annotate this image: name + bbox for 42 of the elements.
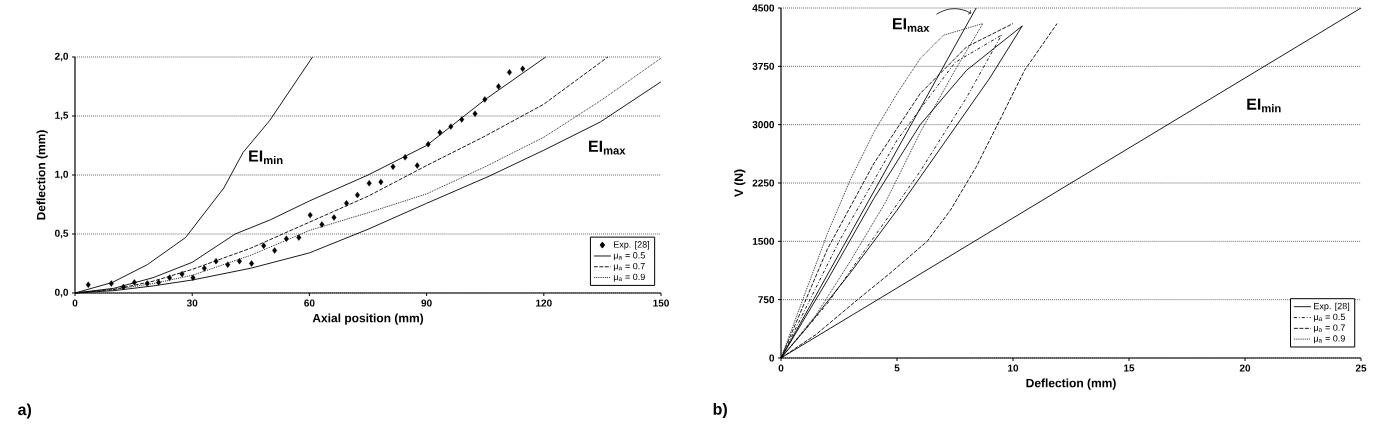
- y-tick-label: 0,5: [54, 229, 69, 239]
- legend-label: μ$_{a}$ = 0.5: [613, 252, 645, 261]
- legend-label: Exp. [28]: [1314, 302, 1350, 312]
- x-tick-label: 120: [536, 299, 552, 307]
- y-axis-title: V (N): [734, 169, 746, 197]
- y-tick-label: 1,5: [55, 111, 69, 121]
- legend-label: μ$_{a}$ = 0.9: [1313, 335, 1345, 344]
- y-tick-label: 3750: [752, 62, 775, 70]
- x-tick-label: 30: [186, 299, 198, 307]
- y-tick-label: 2250: [752, 179, 775, 187]
- x-tick-label: 150: [653, 299, 669, 307]
- legend-label: Exp. [28]: [614, 241, 650, 250]
- y-tick-label: 0,0: [54, 288, 69, 298]
- x-tick-label: 20: [1239, 364, 1251, 372]
- legend-label: μ$_{a}$ = 0.7: [1313, 324, 1345, 333]
- x-axis-title: Axial position (mm): [312, 313, 424, 325]
- legend-label: μ$_{a}$ = 0.9: [613, 273, 645, 282]
- x-tick-label: 60: [304, 299, 315, 307]
- y-tick-label: 2,0: [54, 52, 69, 62]
- legend-label: μ$_{a}$ = 0.7: [613, 262, 645, 271]
- y-tick-label: 1500: [752, 237, 775, 245]
- y-tick-label: 4500: [752, 4, 775, 12]
- x-tick-label: 15: [1124, 364, 1135, 372]
- x-tick-label: 0: [778, 364, 784, 372]
- y-tick-label: 0: [769, 354, 775, 362]
- legend-label: μ$_{a}$ = 0.5: [1313, 313, 1345, 322]
- x-tick-label: 0: [72, 299, 78, 307]
- annotation: EI$_{max}$: [589, 140, 626, 155]
- annotation: EI$_{max}$: [892, 18, 930, 32]
- text: b): [713, 403, 727, 418]
- y-tick-label: 3000: [752, 121, 775, 129]
- x-tick-label: 90: [421, 299, 432, 307]
- y-tick-label: 1,0: [55, 170, 69, 180]
- x-tick-label: 5: [894, 364, 900, 372]
- y-axis-title: Deflection (mm): [36, 130, 48, 220]
- x-axis-title: Deflection (mm): [1026, 378, 1116, 390]
- annotation: EI$_{min}$: [249, 150, 283, 165]
- x-tick-label: 25: [1355, 364, 1367, 372]
- text: a): [18, 403, 32, 419]
- annotation: EI$_{min}$: [1247, 98, 1281, 113]
- x-tick-label: 10: [1008, 364, 1019, 372]
- y-tick-label: 750: [758, 296, 775, 304]
